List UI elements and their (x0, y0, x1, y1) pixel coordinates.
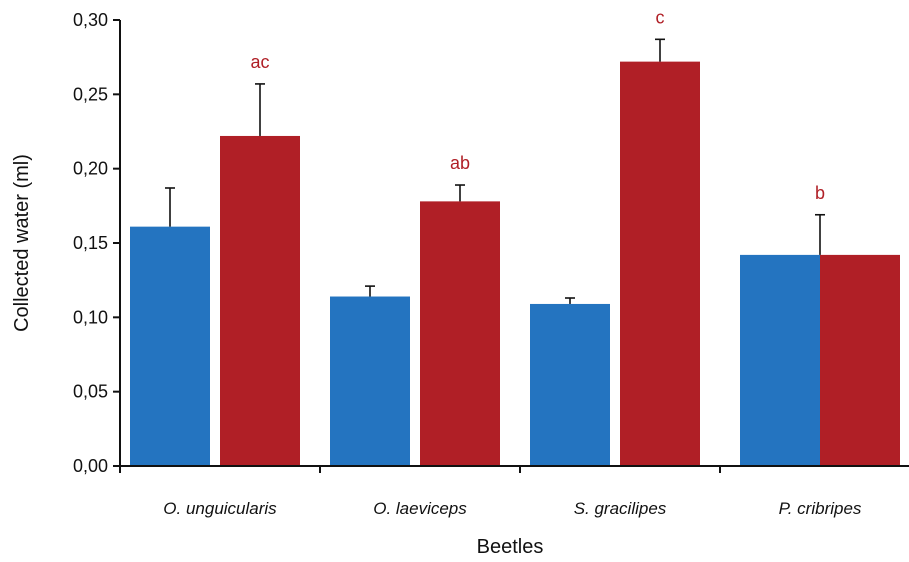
labels-layer: 0,00 0,05 0,10 0,15 0,20 0,25 0,30 O. unguicula… (73, 7, 862, 518)
axes-layer (113, 19, 909, 473)
error-bars-layer (165, 38, 825, 304)
category-label: O. laeviceps (373, 499, 467, 518)
y-tick-label: 0,05 (73, 382, 108, 402)
bar-series-b (620, 61, 700, 466)
category-label: O. unguicularis (163, 499, 277, 518)
y-tick-label: 0,20 (73, 159, 108, 179)
bars-layer (130, 61, 900, 466)
bar-series-b (220, 135, 300, 466)
bar-series-b (420, 201, 500, 466)
bar-series-a (330, 296, 410, 466)
y-tick-label: 0,30 (73, 10, 108, 30)
significance-label: c (656, 7, 665, 27)
y-tick-label: 0,10 (73, 307, 108, 327)
significance-label: ab (450, 153, 470, 173)
category-label: S. gracilipes (574, 499, 667, 518)
y-tick-label: 0,15 (73, 233, 108, 253)
category-label: P. cribripes (779, 499, 862, 518)
significance-label: b (815, 183, 825, 203)
significance-label: ac (250, 52, 269, 72)
bar-series-b (820, 254, 900, 466)
bar-series-a (740, 254, 820, 466)
x-axis-title: Beetles (477, 536, 544, 558)
bar-series-a (130, 226, 210, 466)
y-tick-label: 0,00 (73, 456, 108, 476)
bar-series-a (530, 303, 610, 466)
y-axis-title: Collected water (ml) (11, 154, 33, 332)
y-tick-label: 0,25 (73, 84, 108, 104)
